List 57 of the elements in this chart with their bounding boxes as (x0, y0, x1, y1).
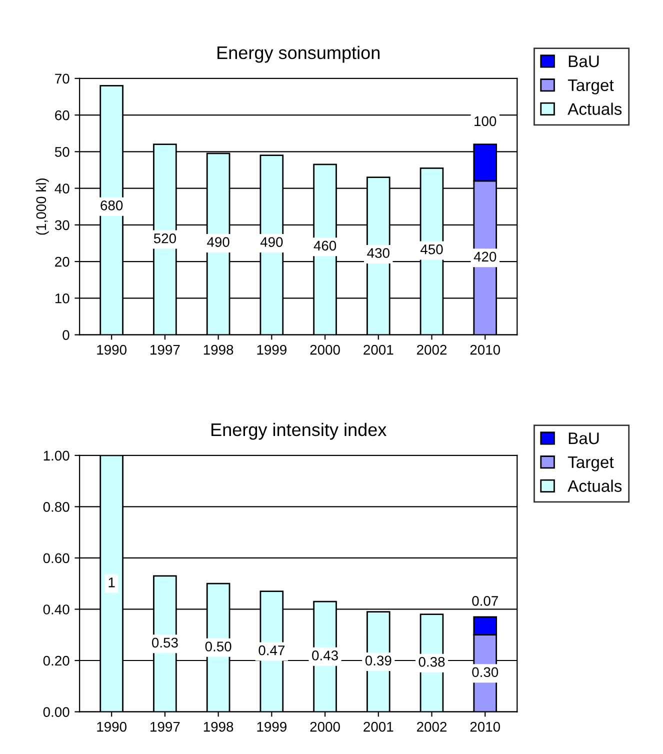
legend-label: Target (568, 456, 614, 472)
y-tick-label: 0.80 (43, 502, 70, 512)
y-tick-label: 0.00 (43, 707, 70, 717)
y-tick-label: 30 (54, 220, 70, 230)
data-label: 1 (108, 578, 115, 588)
x-tick-label: 1997 (150, 344, 180, 355)
annotation: 100 (474, 116, 496, 126)
y-tick-label: 10 (55, 293, 70, 304)
x-tick-label: 2001 (364, 722, 394, 732)
annotation: 450 (420, 244, 443, 254)
x-tick-label: 1990 (97, 344, 126, 355)
data-label: 0.38 (418, 656, 445, 667)
y-tick-label: 0 (62, 330, 70, 340)
legend-label: Actuals (568, 102, 622, 115)
chart-title: Energy sonsumption (218, 46, 380, 63)
y-tick-label: 50 (54, 146, 70, 157)
x-tick-label: 2000 (310, 344, 340, 355)
annotation: 460 (314, 240, 336, 251)
annotation: 680 (100, 200, 123, 210)
y-tick-label: 0.20 (43, 656, 70, 666)
x-tick-label: 2000 (310, 722, 340, 732)
y-tick-label: 0.40 (43, 604, 70, 614)
legend-label: BaU (568, 56, 599, 68)
y-tick-label: 1.00 (44, 450, 70, 461)
x-tick-label: 2010 (470, 722, 500, 732)
y-tick-label: 70 (55, 74, 70, 84)
x-tick-label: 1999 (257, 344, 286, 355)
x-tick-label: 2010 (470, 344, 500, 355)
data-label: 0.07 (472, 596, 498, 606)
annotation: 430 (367, 248, 390, 258)
chart-title: Energy intensity index (212, 422, 386, 440)
data-label: 0.50 (205, 642, 232, 652)
x-tick-label: 1990 (97, 722, 126, 732)
data-label: 0.53 (152, 638, 178, 648)
y-tick-label: 40 (54, 184, 70, 194)
data-label: 0.39 (365, 656, 392, 666)
annotation: 520 (154, 233, 176, 244)
annotation: 420 (474, 252, 496, 262)
data-label: 0.30 (472, 667, 498, 678)
y-tick-label: 60 (55, 110, 70, 120)
y-tick-label: 20 (55, 256, 70, 267)
legend-label: BaU (568, 432, 599, 444)
data-label: 0.43 (312, 650, 338, 660)
data-label: 0.47 (258, 645, 284, 656)
annotation: 490 (260, 237, 283, 247)
x-tick-label: 2001 (364, 344, 394, 355)
x-tick-label: 2002 (417, 722, 447, 732)
legend-label: Actuals (568, 480, 622, 492)
annotation: 490 (207, 237, 230, 247)
x-tick-label: 1997 (150, 722, 180, 732)
x-tick-label: 2002 (417, 344, 447, 355)
y-tick-label: 0.60 (43, 553, 70, 564)
legend-label: Target (568, 79, 614, 94)
x-tick-label: 1998 (204, 722, 234, 732)
x-tick-label: 1998 (204, 344, 234, 355)
y-axis-title: (1,000 kl) (36, 178, 49, 235)
x-tick-label: 1999 (257, 722, 286, 732)
